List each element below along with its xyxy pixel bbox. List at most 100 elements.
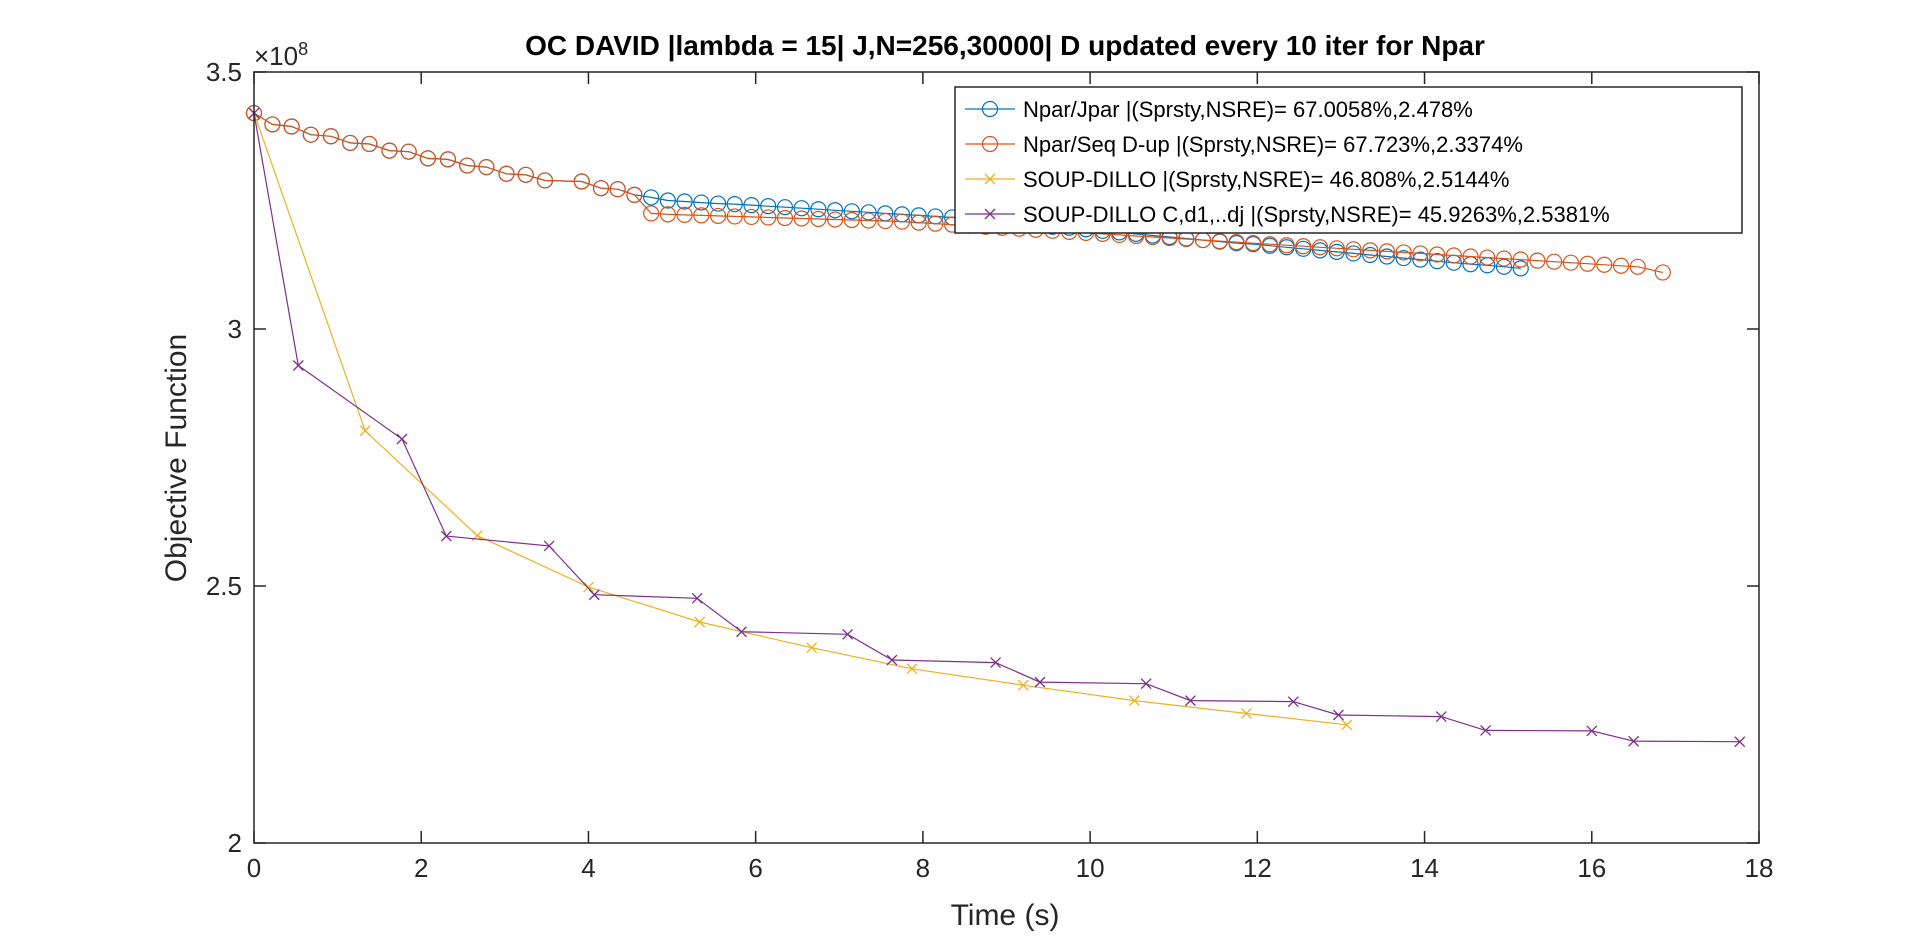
x-tick-label: 14 — [1410, 853, 1439, 883]
series-2-point — [709, 207, 727, 225]
series-3-point — [806, 642, 818, 654]
series-4-point — [990, 657, 1002, 669]
series-2-point — [1295, 238, 1312, 255]
series-3-point — [694, 616, 706, 628]
legend-label: SOUP-DILLO C,d1,..dj |(Sprsty,NSRE)= 45.… — [1023, 202, 1610, 227]
series-4-point — [1140, 678, 1152, 690]
series-2-point — [760, 209, 777, 226]
series-2-point — [1362, 242, 1379, 259]
legend-label: Npar/Seq D-up |(Sprsty,NSRE)= 67.723%,2.… — [1023, 132, 1523, 157]
series-1-point — [1328, 243, 1345, 260]
y-tick-label: 3 — [228, 314, 242, 344]
series-2-point — [659, 206, 676, 223]
legend-label: SOUP-DILLO |(Sprsty,NSRE)= 46.808%,2.514… — [1023, 167, 1509, 192]
series-4-point — [1034, 676, 1046, 688]
series-2-point — [400, 143, 417, 160]
series-2-point — [592, 180, 610, 197]
series-2-point — [1345, 241, 1362, 258]
series-2-point — [693, 207, 710, 224]
legend-entry-2: Npar/Seq D-up |(Sprsty,NSRE)= 67.723%,2.… — [965, 132, 1523, 157]
series-1-point — [810, 201, 827, 218]
series-1-point — [659, 192, 676, 209]
series-2 — [245, 105, 1671, 281]
legend-marker — [984, 208, 996, 220]
series-2-point — [1462, 248, 1479, 265]
series-2-point — [1378, 243, 1396, 260]
x-tick-label: 12 — [1243, 853, 1272, 883]
legend-marker — [981, 100, 999, 118]
series-2-point — [1629, 258, 1646, 275]
series-1-point — [643, 189, 660, 206]
series-2-point — [1328, 240, 1345, 257]
chart-title: OC DAVID |lambda = 15| J,N=256,30000| D … — [525, 30, 1485, 61]
series-1-point — [1512, 260, 1529, 277]
series-4-point — [1184, 695, 1196, 707]
series-2-point — [1479, 249, 1496, 266]
series-1-point — [709, 195, 727, 212]
series-2-point — [1654, 264, 1671, 281]
series-2-point — [1512, 251, 1529, 268]
series-1-point — [843, 203, 860, 220]
series-2-point — [1596, 256, 1613, 273]
axes-box — [253, 71, 1760, 844]
series-2-point — [826, 211, 844, 228]
series-3-point — [1341, 719, 1353, 731]
series-2-point — [419, 150, 437, 167]
series-4-point — [735, 626, 747, 638]
series-2-point — [1562, 254, 1579, 271]
series-2-point — [1529, 252, 1546, 269]
series-1-point — [793, 200, 810, 217]
series-4-point — [292, 360, 304, 371]
series-2-point — [1311, 239, 1329, 256]
series-4-point — [1332, 709, 1344, 721]
series-2-point — [910, 214, 927, 231]
series-2-point — [1228, 234, 1245, 251]
series-2-point — [302, 126, 319, 143]
series-1-point — [726, 195, 743, 213]
series-4-point — [1586, 725, 1598, 737]
series-3-point — [582, 581, 594, 593]
series-1-point — [860, 204, 877, 221]
series-2-point — [609, 181, 626, 198]
x-tick-label: 16 — [1577, 853, 1606, 883]
legend: Npar/Jpar |(Sprsty,NSRE)= 67.0058%,2.478… — [954, 86, 1743, 234]
series-2-point — [1445, 247, 1462, 264]
series-2-point — [1278, 237, 1295, 254]
series-4-point — [691, 592, 703, 604]
series-1-point — [1311, 242, 1329, 259]
series-2-point — [1495, 250, 1513, 267]
series-2-point — [726, 208, 743, 225]
series-2-point — [1261, 236, 1278, 253]
series-2-point — [1412, 245, 1429, 262]
series-2-point — [643, 205, 660, 222]
series-4-point — [1734, 736, 1746, 748]
series-1-point — [676, 193, 693, 210]
series-2-point — [1612, 257, 1630, 274]
series-1-point — [1362, 246, 1379, 264]
series-3-point — [359, 425, 371, 437]
series-1-point — [826, 202, 844, 219]
x-tick-label: 18 — [1745, 853, 1774, 883]
y-tick-label: 2 — [228, 828, 242, 858]
series-2-point — [626, 186, 643, 203]
x-tick-label: 0 — [247, 853, 261, 883]
series-1-point — [760, 198, 777, 215]
series-2-point — [1245, 235, 1262, 252]
x-tick-label: 6 — [748, 853, 762, 883]
series-2-point — [927, 215, 944, 232]
series-4 — [248, 107, 1746, 748]
x-axis-title: Time (s) — [951, 899, 1060, 932]
series-2-point — [676, 206, 693, 223]
series-2-point — [1428, 246, 1446, 263]
series-1-point — [693, 194, 710, 211]
series-2-point — [264, 116, 281, 133]
series-2-point — [459, 157, 476, 174]
series-2-point — [573, 173, 590, 190]
series-4-point — [543, 540, 555, 552]
x-tick-label: 10 — [1076, 853, 1105, 883]
series-2-point — [478, 158, 495, 176]
series-4-point — [886, 654, 898, 666]
series-1-point — [1395, 249, 1412, 267]
